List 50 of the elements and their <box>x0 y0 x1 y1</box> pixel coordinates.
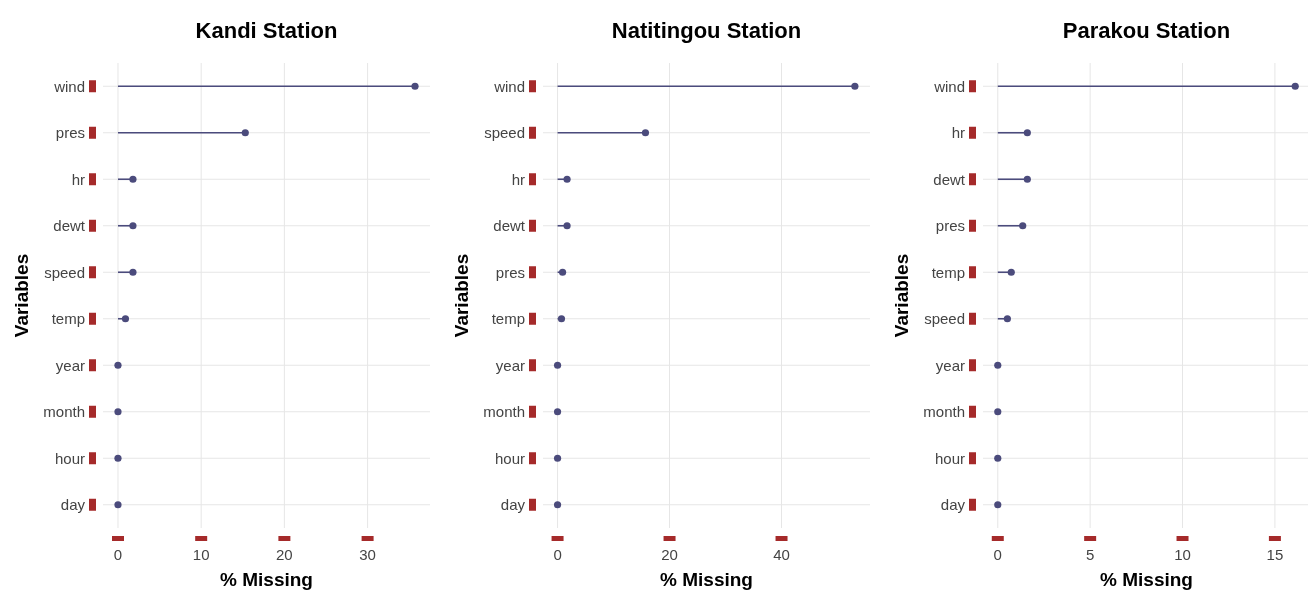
x-tick-label: 30 <box>359 546 376 563</box>
y-axis-title: Variables <box>891 253 912 338</box>
y-tick-label: temp <box>51 310 85 327</box>
y-tick-label: year <box>495 356 525 374</box>
y-tick-label: day <box>500 496 526 513</box>
x-tick-label: 15 <box>1266 546 1284 563</box>
y-tick-label: hr <box>71 170 85 188</box>
y-tick-label: wind <box>493 77 525 95</box>
y-tick-label: day <box>60 496 86 513</box>
y-tick-label: dewt <box>493 217 526 234</box>
y-tick-label: temp <box>491 310 525 327</box>
x-tick-label: 40 <box>773 546 790 563</box>
y-tick-label: pres <box>55 124 85 141</box>
x-tick-label: 0 <box>993 546 1002 563</box>
y-tick-label: speed <box>924 310 965 327</box>
y-tick-label: year <box>55 356 85 374</box>
x-tick-label: 10 <box>192 546 210 563</box>
y-tick-label: month <box>923 403 965 420</box>
x-tick-label: 0 <box>553 546 562 563</box>
y-tick-label: wind <box>53 77 85 95</box>
y-axis-title: Variables <box>451 253 472 338</box>
y-tick-label: month <box>483 403 525 420</box>
y-tick-label: speed <box>484 124 525 141</box>
y-tick-label: temp <box>931 263 965 281</box>
y-tick-label: speed <box>44 263 85 281</box>
y-tick-label: hour <box>494 449 525 467</box>
y-tick-label: hour <box>934 449 965 467</box>
y-tick-label: hr <box>511 170 525 188</box>
chart-title: Parakou Station <box>1062 18 1231 43</box>
chart-title: Kandi Station <box>195 18 338 43</box>
y-tick-label: year <box>935 356 965 374</box>
y-tick-label: wind <box>933 77 965 95</box>
y-tick-label: pres <box>495 263 525 281</box>
y-tick-label: day <box>940 496 966 513</box>
x-tick-label: 0 <box>113 546 123 563</box>
y-tick-label: dewt <box>53 217 86 234</box>
x-tick-label: 5 <box>1085 546 1095 563</box>
y-tick-label: hr <box>951 124 965 141</box>
x-tick-label: 20 <box>661 546 678 563</box>
y-tick-label: dewt <box>933 170 966 188</box>
y-tick-label: pres <box>935 217 965 234</box>
x-axis-title: % Missing <box>660 569 753 590</box>
x-tick-label: 20 <box>276 546 293 563</box>
x-axis-title: % Missing <box>220 569 313 590</box>
y-tick-label: month <box>43 403 85 420</box>
x-axis-title: % Missing <box>1100 569 1193 590</box>
y-axis-title: Variables <box>11 253 32 338</box>
x-tick-label: 10 <box>1174 546 1191 563</box>
y-tick-label: hour <box>54 449 85 467</box>
chart-title: Natitingou Station <box>611 18 802 43</box>
